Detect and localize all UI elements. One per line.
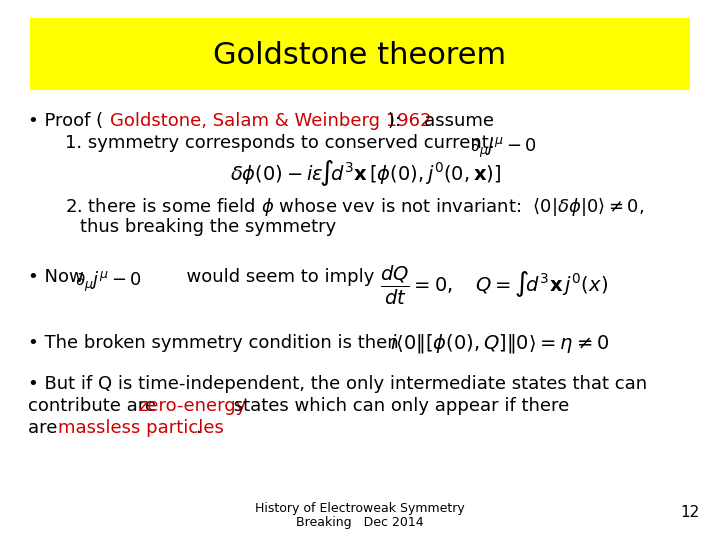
Text: .: . (195, 419, 201, 437)
Text: $\dfrac{dQ}{dt} = 0, \quad Q = \int\!d^3\mathbf{x}\,j^0(x)$: $\dfrac{dQ}{dt} = 0, \quad Q = \int\!d^3… (380, 264, 608, 307)
Text: 2. there is some field $\phi$ whose vev is not invariant:  $\langle 0|\delta\phi: 2. there is some field $\phi$ whose vev … (65, 196, 644, 218)
Text: • But if Q is time-independent, the only intermediate states that can: • But if Q is time-independent, the only… (28, 375, 647, 393)
Text: $\delta\phi(0) - i\varepsilon\!\int\! d^3\mathbf{x}\,[\phi(0),j^0(0,\mathbf{x})]: $\delta\phi(0) - i\varepsilon\!\int\! d^… (230, 158, 501, 188)
Text: 1. symmetry corresponds to conserved current:: 1. symmetry corresponds to conserved cur… (65, 134, 495, 152)
Text: $\partial_{\mu} j^{\mu} - 0$: $\partial_{\mu} j^{\mu} - 0$ (470, 136, 537, 160)
Text: • Now: • Now (28, 268, 95, 286)
Text: $i\langle 0\|[\phi(0),Q]\|0\rangle = \eta \neq 0$: $i\langle 0\|[\phi(0),Q]\|0\rangle = \et… (390, 332, 609, 355)
Text: ):    assume: ): assume (388, 112, 494, 130)
Text: 12: 12 (680, 505, 700, 520)
Text: contribute are: contribute are (28, 397, 162, 415)
Text: Goldstone theorem: Goldstone theorem (213, 42, 507, 71)
Text: are: are (28, 419, 63, 437)
FancyBboxPatch shape (30, 18, 690, 90)
Text: zero-energy: zero-energy (138, 397, 246, 415)
Text: History of Electroweak Symmetry: History of Electroweak Symmetry (255, 502, 465, 515)
Text: Goldstone, Salam & Weinberg 1962: Goldstone, Salam & Weinberg 1962 (110, 112, 431, 130)
Text: $\partial_{\mu} j^{\mu} - 0$: $\partial_{\mu} j^{\mu} - 0$ (75, 270, 142, 294)
Text: thus breaking the symmetry: thus breaking the symmetry (80, 218, 336, 236)
Text: • Proof (: • Proof ( (28, 112, 103, 130)
Text: states which can only appear if there: states which can only appear if there (228, 397, 570, 415)
Text: • The broken symmetry condition is then: • The broken symmetry condition is then (28, 334, 399, 352)
Text: massless particles: massless particles (58, 419, 224, 437)
Text: would seem to imply: would seem to imply (175, 268, 374, 286)
Text: Breaking   Dec 2014: Breaking Dec 2014 (296, 516, 424, 529)
